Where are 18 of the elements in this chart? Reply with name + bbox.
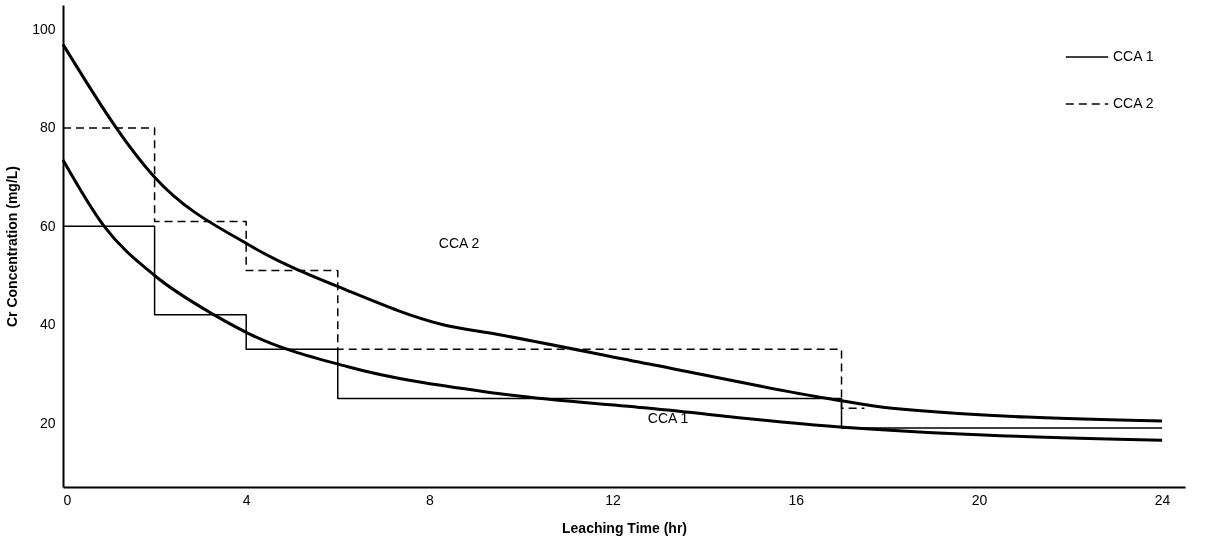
legend-label: CCA 2 — [1113, 95, 1154, 111]
x-tick-label: 4 — [242, 491, 251, 508]
legend-label: CCA 1 — [1113, 48, 1154, 64]
x-tick-label: 16 — [788, 491, 805, 508]
annotation: CCA 1 — [647, 410, 689, 426]
y-tick-label: 40 — [39, 316, 56, 333]
x-tick-label: 8 — [425, 491, 434, 508]
x-axis-title: Leaching Time (hr) — [562, 519, 687, 536]
x-tick-label: 12 — [605, 491, 622, 508]
x-tick-label: 24 — [1154, 491, 1171, 508]
y-tick-label: 80 — [39, 119, 56, 136]
x-tick-label: 0 — [63, 491, 72, 508]
y-tick-label: 100 — [32, 21, 56, 38]
annotation: CCA 2 — [438, 235, 480, 252]
x-tick-label: 20 — [971, 491, 988, 508]
y-tick-label: 20 — [39, 414, 56, 431]
y-axis-title: Cr Concentration (mg/L) — [4, 166, 21, 327]
y-tick-label: 60 — [39, 217, 56, 234]
